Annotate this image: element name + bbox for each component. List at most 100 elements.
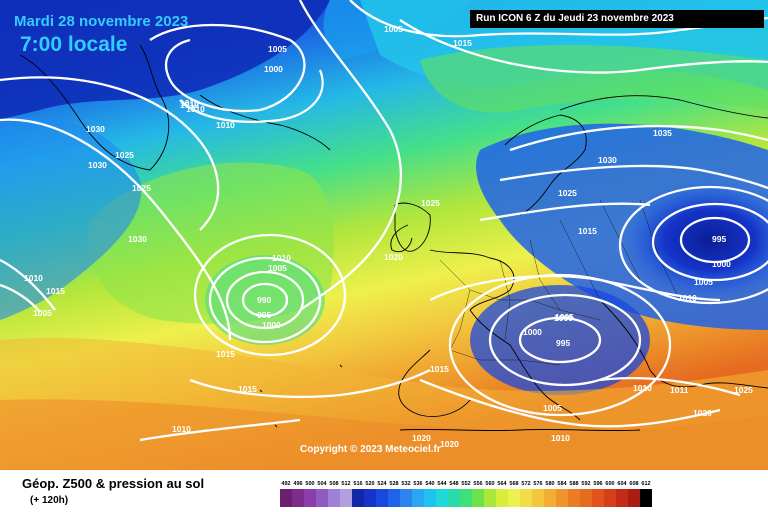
isobar-label: 1011 — [670, 385, 689, 395]
legend-swatch — [352, 489, 364, 507]
legend-value: 556 — [473, 481, 483, 487]
legend-value: 572 — [521, 481, 531, 487]
legend-swatch — [640, 489, 652, 507]
legend-swatch — [424, 489, 436, 507]
legend-item: 604 — [616, 480, 628, 509]
isobar-label: 1010 — [633, 383, 652, 393]
legend-swatch — [412, 489, 424, 507]
legend-swatch — [436, 489, 448, 507]
isobar-label: 1005 — [555, 312, 574, 322]
legend-swatch — [496, 489, 508, 507]
legend-value: 552 — [461, 481, 471, 487]
legend-item: 568 — [508, 480, 520, 509]
legend-value: 512 — [341, 481, 351, 487]
isobar-label: 1015 — [216, 349, 235, 359]
legend-value: 540 — [425, 481, 435, 487]
legend-value: 532 — [401, 481, 411, 487]
legend-item: 576 — [532, 480, 544, 509]
legend-swatch — [520, 489, 532, 507]
isobar-label: 1005 — [543, 403, 562, 413]
isobar-label: 1020 — [693, 408, 712, 418]
isobar-label: 1005 — [33, 308, 52, 318]
isobar-label: 1000 — [554, 313, 573, 323]
legend-value: 544 — [437, 481, 447, 487]
legend-item: 596 — [592, 480, 604, 509]
isobar-label: 1015 — [430, 364, 449, 374]
isobar-label: 1015 — [578, 226, 597, 236]
isobar-label: 1000 — [262, 320, 281, 330]
legend-value: 580 — [545, 481, 555, 487]
legend-value: 600 — [605, 481, 615, 487]
isobar-label: 1030 — [86, 124, 105, 134]
map-title: Géop. Z500 & pression au sol — [22, 476, 205, 491]
isobar-label: 1005 — [384, 24, 403, 34]
legend-value: 516 — [353, 481, 363, 487]
legend-item: 560 — [484, 480, 496, 509]
isobar-label: 1025 — [734, 385, 753, 395]
isobar-label: 1015 — [238, 384, 257, 394]
isobar-label: 1000 — [523, 327, 542, 337]
isobar-label: 995 — [712, 234, 726, 244]
legend-item: 532 — [400, 480, 412, 509]
legend-swatch — [604, 489, 616, 507]
legend-value: 592 — [581, 481, 591, 487]
legend-value: 584 — [557, 481, 567, 487]
legend-item: 496 — [292, 480, 304, 509]
legend-value: 588 — [569, 481, 579, 487]
legend-swatch — [544, 489, 556, 507]
isobar-label: 1005 — [694, 277, 713, 287]
legend-value: 548 — [449, 481, 459, 487]
isobar-label: 1025 — [132, 183, 151, 193]
legend-item: 608 — [628, 480, 640, 509]
legend-value: 604 — [617, 481, 627, 487]
isobar-label: 1005 — [268, 44, 287, 54]
isobar-label: 1010 — [186, 104, 205, 114]
legend-swatch — [628, 489, 640, 507]
copyright-notice: Copyright © 2023 Meteociel.fr — [300, 444, 441, 455]
legend-value: 576 — [533, 481, 543, 487]
legend-item: 584 — [556, 480, 568, 509]
isobar-label: 995 — [556, 338, 570, 348]
legend-value: 608 — [629, 481, 639, 487]
legend-item: 516 — [352, 480, 364, 509]
legend-value: 524 — [377, 481, 387, 487]
forecast-time: 7:00 locale — [20, 33, 128, 56]
isobar-label: 1010 — [180, 100, 199, 110]
legend-item: 528 — [388, 480, 400, 509]
forecast-date: Mardi 28 novembre 2023 — [14, 13, 189, 30]
legend-swatch — [328, 489, 340, 507]
legend-item: 508 — [328, 480, 340, 509]
isobar-label: 1020 — [384, 252, 403, 262]
legend-value: 568 — [509, 481, 519, 487]
legend-swatch — [280, 489, 292, 507]
legend-swatch — [364, 489, 376, 507]
legend-swatch — [460, 489, 472, 507]
isobar-label: 1010 — [551, 433, 570, 443]
z500-color-legend: 492 496 500 504 508 512 516 520 524 528 532 536 540 5… — [280, 480, 652, 509]
legend-item: 512 — [340, 480, 352, 509]
legend-swatch — [340, 489, 352, 507]
legend-item: 588 — [568, 480, 580, 509]
isobar-label: 1005 — [268, 263, 287, 273]
legend-value: 560 — [485, 481, 495, 487]
legend-value: 564 — [497, 481, 507, 487]
legend-item: 580 — [544, 480, 556, 509]
isobar-label: 1000 — [712, 259, 731, 269]
legend-swatch — [568, 489, 580, 507]
legend-item: 600 — [604, 480, 616, 509]
isobar-label: 1030 — [88, 160, 107, 170]
legend-value: 528 — [389, 481, 399, 487]
legend-item: 564 — [496, 480, 508, 509]
legend-item: 548 — [448, 480, 460, 509]
legend-swatch — [376, 489, 388, 507]
legend-value: 508 — [329, 481, 339, 487]
legend-swatch — [292, 489, 304, 507]
isobar-label: 1015 — [453, 38, 472, 48]
isobar-label: 1025 — [558, 188, 577, 198]
legend-swatch — [508, 489, 520, 507]
legend-item: 552 — [460, 480, 472, 509]
legend-item: 556 — [472, 480, 484, 509]
isobar-label: 1020 — [412, 433, 431, 443]
legend-item: 504 — [316, 480, 328, 509]
isobar-label: 1010 — [172, 424, 191, 434]
